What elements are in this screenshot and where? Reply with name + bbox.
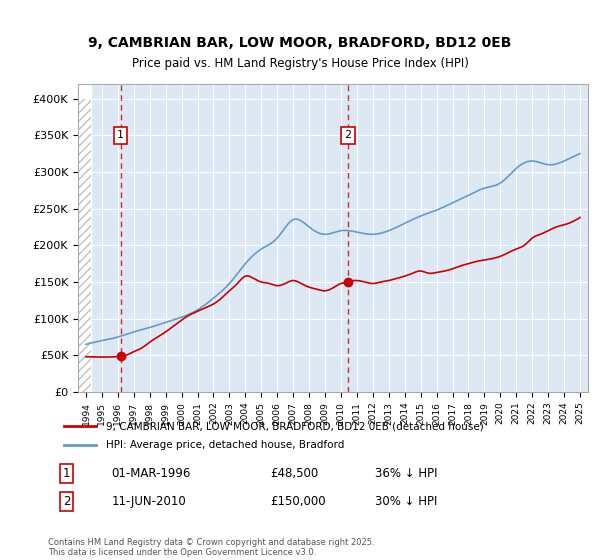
Text: Price paid vs. HM Land Registry's House Price Index (HPI): Price paid vs. HM Land Registry's House … (131, 57, 469, 70)
Text: £48,500: £48,500 (270, 467, 318, 480)
Text: 1: 1 (117, 130, 124, 141)
Text: 9, CAMBRIAN BAR, LOW MOOR, BRADFORD, BD12 0EB: 9, CAMBRIAN BAR, LOW MOOR, BRADFORD, BD1… (88, 36, 512, 50)
Text: 30% ↓ HPI: 30% ↓ HPI (376, 494, 438, 507)
Text: 9, CAMBRIAN BAR, LOW MOOR, BRADFORD, BD12 0EB (detached house): 9, CAMBRIAN BAR, LOW MOOR, BRADFORD, BD1… (106, 421, 484, 431)
Text: HPI: Average price, detached house, Bradford: HPI: Average price, detached house, Brad… (106, 440, 344, 450)
Text: 11-JUN-2010: 11-JUN-2010 (112, 494, 186, 507)
Text: 36% ↓ HPI: 36% ↓ HPI (376, 467, 438, 480)
Bar (78, 84, 91, 392)
Text: £150,000: £150,000 (270, 494, 325, 507)
Bar (78, 99, 91, 392)
Text: 2: 2 (63, 494, 70, 507)
Text: 01-MAR-1996: 01-MAR-1996 (112, 467, 191, 480)
Text: 1: 1 (63, 467, 70, 480)
Text: Contains HM Land Registry data © Crown copyright and database right 2025.
This d: Contains HM Land Registry data © Crown c… (48, 538, 374, 557)
Text: 2: 2 (344, 130, 352, 141)
